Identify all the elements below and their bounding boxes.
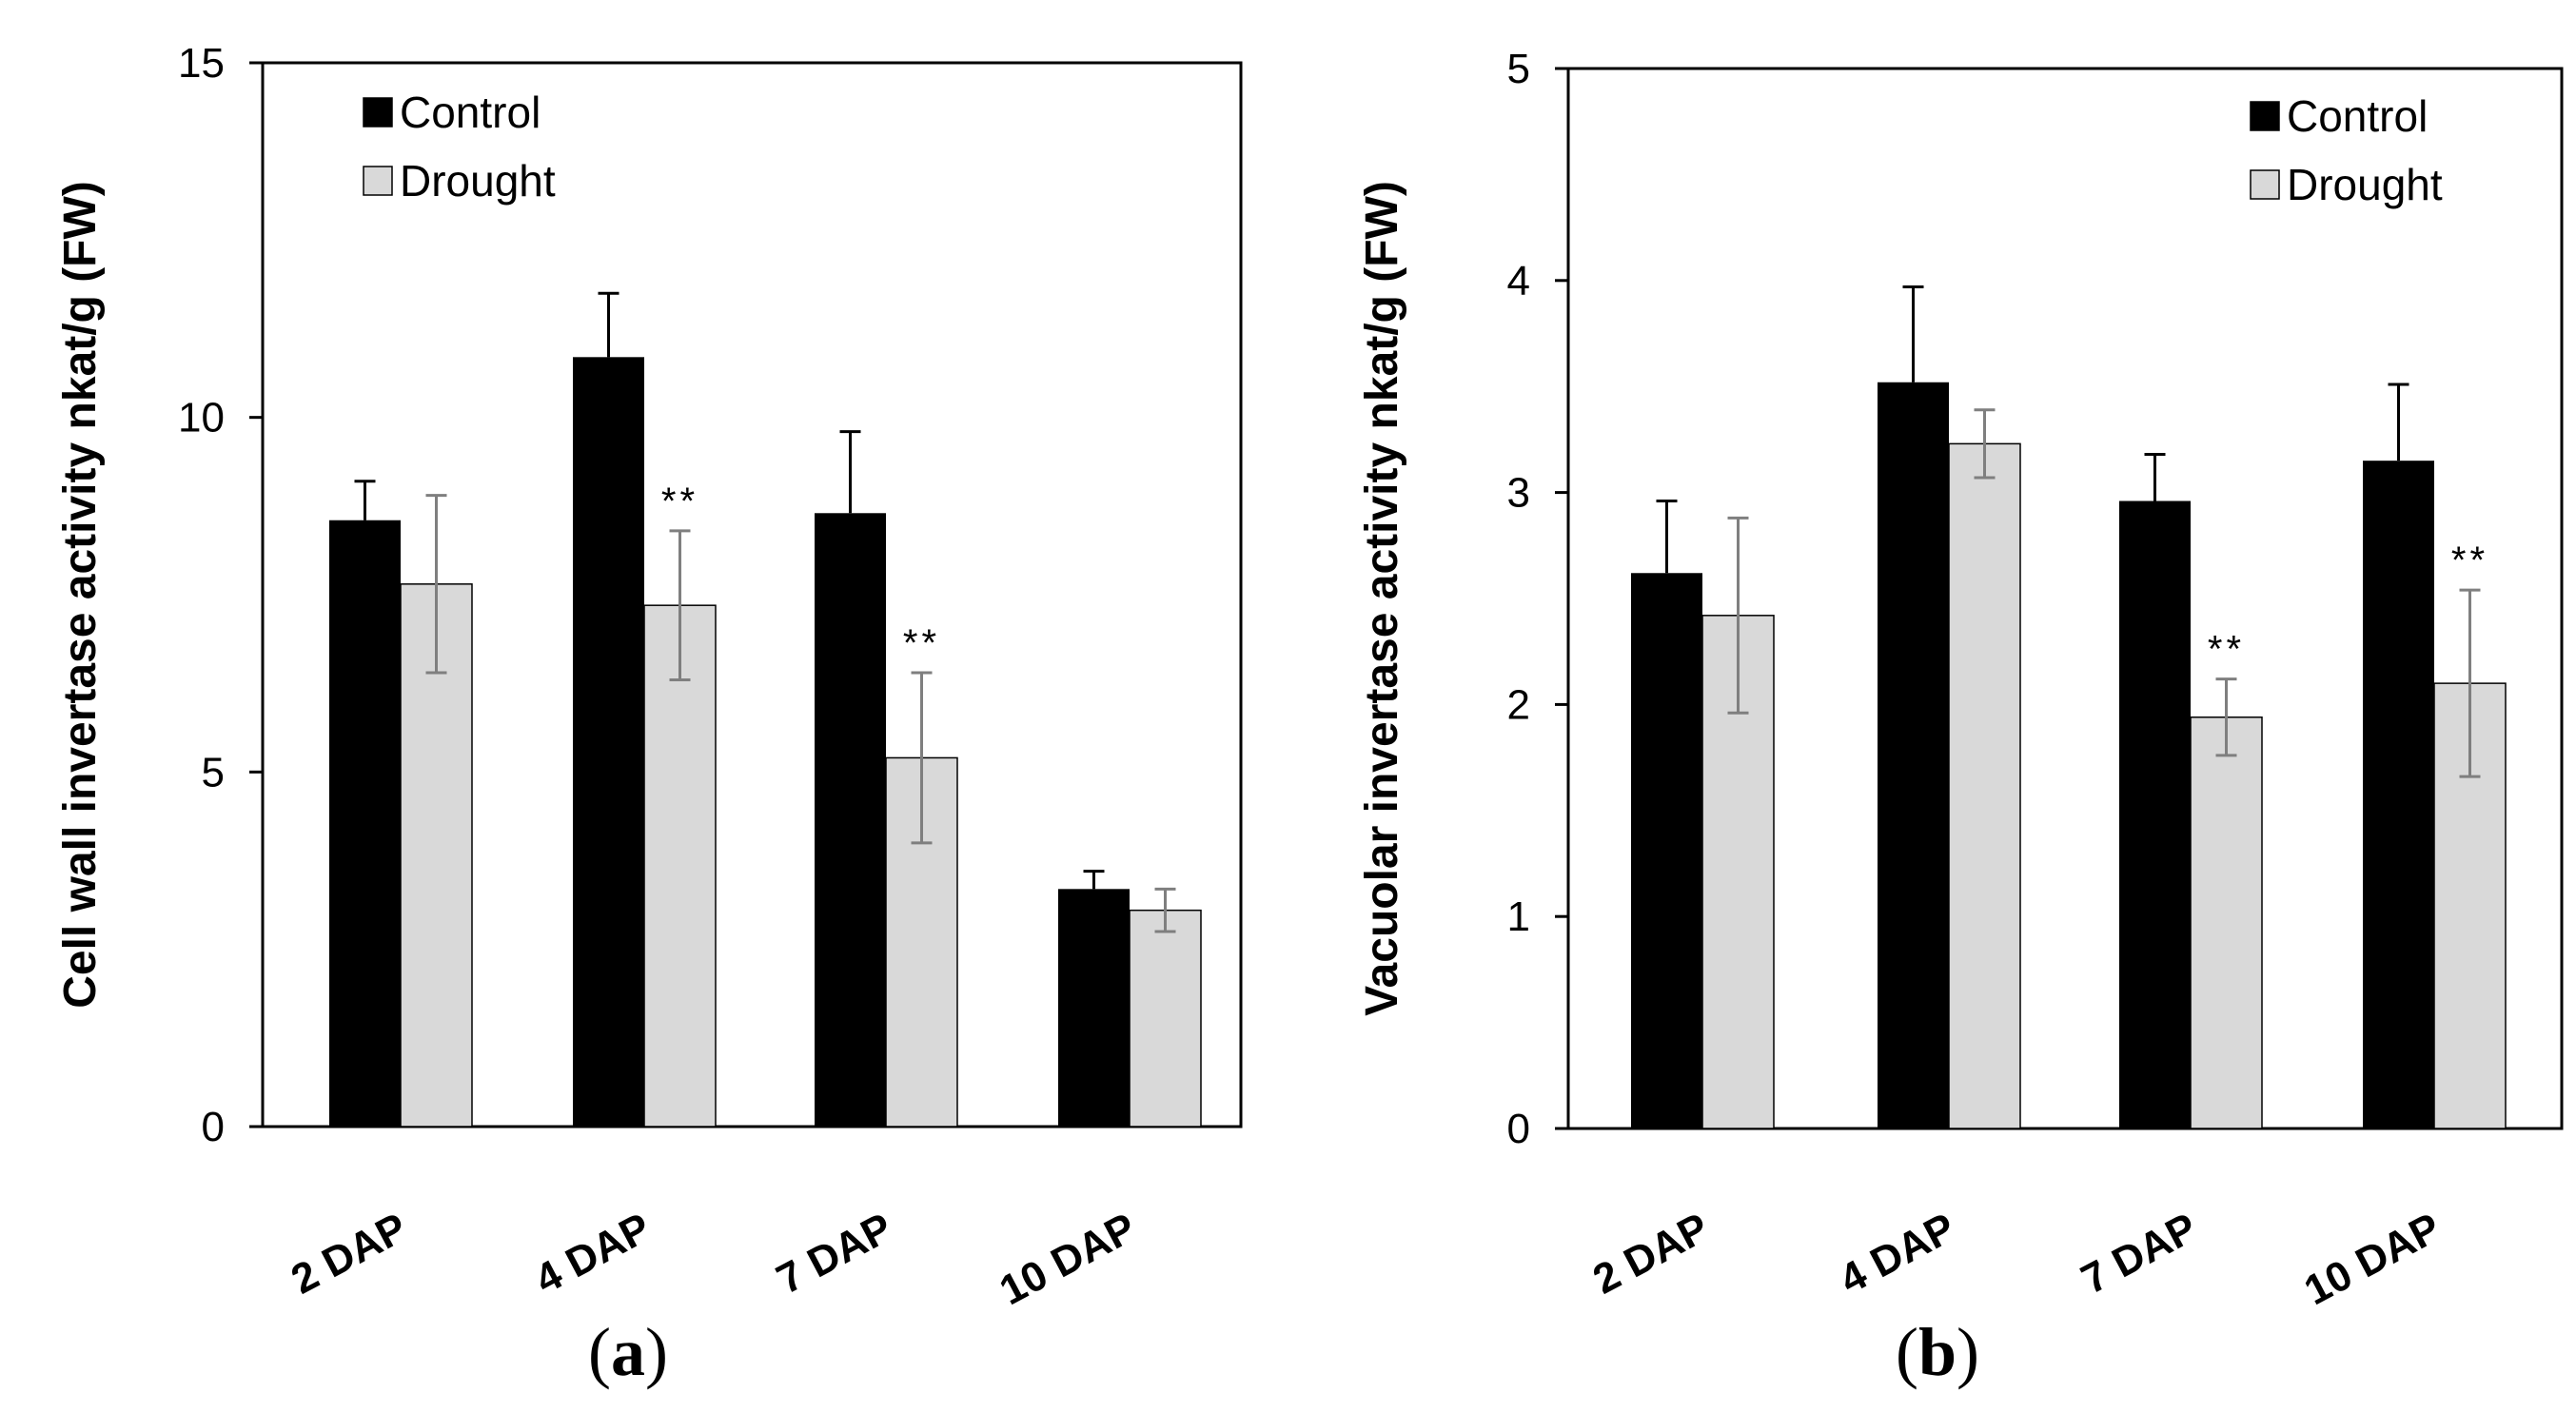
significance-marker: ** bbox=[2208, 629, 2245, 671]
legend-label-control: Control bbox=[400, 88, 541, 137]
bar-drought-4 bbox=[1129, 909, 1202, 1128]
legend-label-drought: Drought bbox=[2287, 160, 2443, 209]
y-axis-label: Cell wall invertase activity nkat/g (FW) bbox=[55, 181, 106, 1009]
y-tick-label: 2 bbox=[1507, 681, 1530, 728]
bar-drought-2 bbox=[1948, 442, 2021, 1129]
category-label: 4 DAP bbox=[1832, 1205, 1962, 1304]
bar-drought-2 bbox=[643, 604, 717, 1128]
legend-swatch-control bbox=[2250, 101, 2280, 131]
bar-control-3 bbox=[2119, 500, 2191, 1128]
panel-letter: b bbox=[1918, 1314, 1957, 1390]
category-label: 7 DAP bbox=[769, 1205, 899, 1304]
y-tick-label: 5 bbox=[202, 749, 225, 795]
bar-control-3 bbox=[815, 513, 886, 1127]
panel-label: (b) bbox=[1896, 1314, 1979, 1390]
y-tick-label: 0 bbox=[202, 1104, 225, 1150]
chart-panel-b: 0 1 2 3 4 5 Vacuolar invertase activity nkat/g… bbox=[1357, 46, 2564, 1390]
legend-label-drought: Drought bbox=[400, 156, 556, 206]
y-tick-label: 4 bbox=[1507, 258, 1530, 304]
significance-marker: ** bbox=[903, 622, 940, 664]
panel-label: (a) bbox=[588, 1314, 668, 1390]
bar-control-1 bbox=[1631, 573, 1702, 1128]
bar-drought-3 bbox=[2190, 716, 2263, 1129]
y-tick-label: 5 bbox=[1507, 46, 1530, 92]
category-label: 2 DAP bbox=[1585, 1205, 1716, 1304]
bar-control-2 bbox=[1878, 382, 1949, 1128]
category-label: 10 DAP bbox=[993, 1205, 1144, 1315]
legend-swatch-control bbox=[363, 97, 393, 128]
legend-swatch-drought bbox=[2250, 169, 2280, 200]
legend-swatch-drought bbox=[363, 166, 393, 196]
bar-control-2 bbox=[573, 357, 644, 1127]
category-label: 10 DAP bbox=[2297, 1205, 2448, 1315]
plot-frame bbox=[1566, 67, 2564, 1130]
chart-panel-a: 0 5 10 15 Cell wall invertase activity nkat/… bbox=[55, 40, 1243, 1390]
plot-frame bbox=[261, 61, 1243, 1128]
y-tick-label: 0 bbox=[1507, 1106, 1530, 1152]
category-label: 2 DAP bbox=[284, 1205, 414, 1304]
category-label: 4 DAP bbox=[527, 1205, 658, 1304]
bar-control-4 bbox=[2363, 461, 2434, 1128]
y-axis-label: Vacuolar invertase activity nkat/g (FW) bbox=[1357, 181, 1407, 1016]
y-tick-label: 3 bbox=[1507, 470, 1530, 517]
bar-control-4 bbox=[1058, 889, 1130, 1127]
significance-marker: ** bbox=[2451, 540, 2488, 581]
category-label: 7 DAP bbox=[2074, 1205, 2204, 1304]
y-tick-label: 1 bbox=[1507, 893, 1530, 940]
panel-letter: a bbox=[611, 1314, 645, 1390]
bar-control-1 bbox=[329, 520, 401, 1127]
significance-marker: ** bbox=[661, 481, 698, 522]
y-tick-label: 10 bbox=[178, 395, 225, 442]
legend-label-control: Control bbox=[2287, 91, 2428, 141]
y-tick-label: 15 bbox=[178, 40, 225, 87]
